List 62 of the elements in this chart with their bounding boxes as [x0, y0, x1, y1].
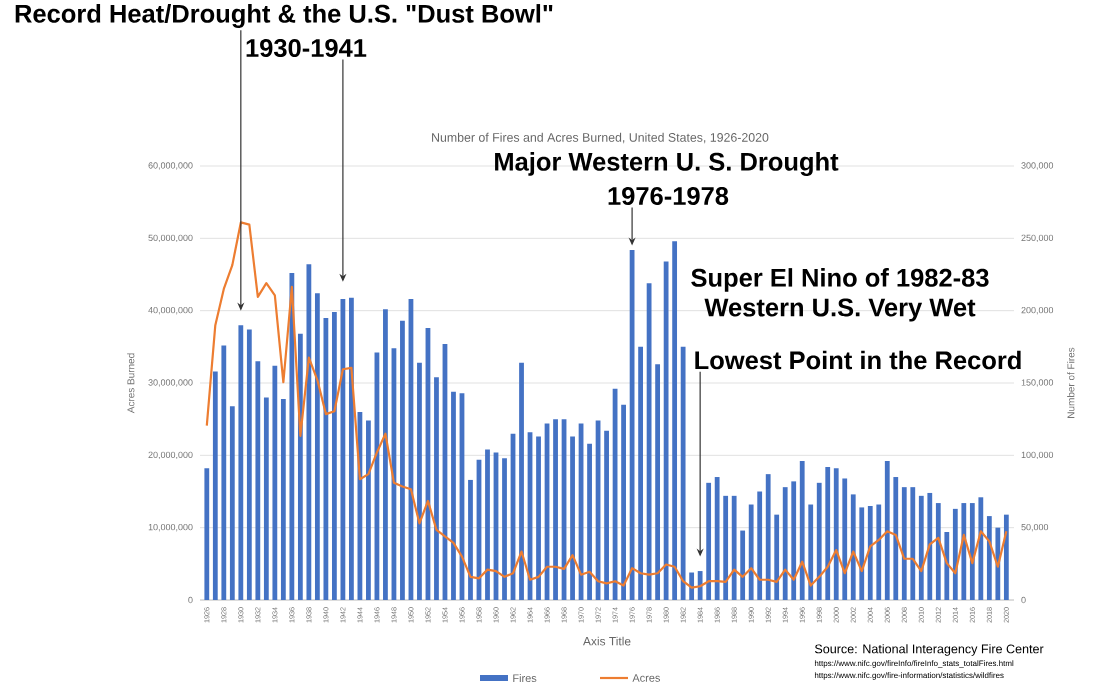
bar	[825, 466, 831, 600]
bar	[969, 503, 975, 600]
bar	[884, 461, 890, 600]
bar	[485, 449, 490, 600]
bar	[876, 504, 882, 600]
annotation: Record Heat/Drought & the U.S. "Dust Bowl"	[15, 4, 553, 28]
bar	[731, 495, 737, 600]
bar	[646, 283, 652, 600]
bar	[451, 391, 456, 600]
bar	[1003, 514, 1009, 600]
bar	[638, 346, 643, 600]
bar	[400, 320, 405, 600]
bar	[434, 377, 439, 600]
bar	[604, 430, 609, 600]
bar	[918, 495, 924, 600]
bar	[246, 329, 252, 600]
bar	[672, 241, 678, 600]
bar	[417, 362, 422, 600]
bar	[331, 312, 337, 600]
bar	[680, 346, 686, 600]
bar	[238, 325, 244, 600]
bar	[782, 487, 788, 600]
bar	[978, 497, 984, 600]
bar	[221, 345, 227, 600]
annotation: 1930-1941	[246, 38, 367, 58]
bar	[757, 491, 763, 600]
bar	[927, 492, 933, 600]
bar	[867, 505, 873, 600]
bar	[935, 503, 941, 600]
bar	[765, 474, 771, 600]
bar	[383, 309, 388, 600]
bar	[901, 487, 907, 600]
bar	[289, 273, 295, 600]
bar	[850, 494, 856, 600]
annotation: 1976-1978	[608, 186, 729, 206]
bar	[204, 468, 210, 600]
bar	[468, 479, 473, 600]
annotation: Super El Nino of 1982-83	[691, 268, 989, 292]
bar	[986, 516, 992, 600]
bar	[706, 482, 712, 600]
bar	[910, 487, 916, 600]
bar	[570, 436, 575, 600]
annotation: Lowest Point in the Record	[695, 350, 1021, 370]
bar	[306, 264, 312, 600]
bar	[621, 404, 626, 600]
bar	[791, 481, 797, 600]
bar	[961, 503, 967, 600]
bar	[714, 477, 720, 600]
annotation: Western U.S. Very Wet	[704, 298, 976, 322]
bar	[587, 443, 592, 600]
bar	[833, 468, 839, 600]
bar	[536, 436, 541, 600]
bar	[272, 365, 278, 600]
annotation: Major Western U. S. Drought	[495, 152, 839, 176]
bar	[553, 419, 558, 600]
bar	[349, 297, 354, 600]
bar	[314, 293, 320, 600]
bar	[952, 508, 958, 600]
bar	[502, 458, 507, 600]
bar	[366, 420, 371, 600]
bar	[799, 461, 805, 600]
bar	[519, 362, 524, 600]
